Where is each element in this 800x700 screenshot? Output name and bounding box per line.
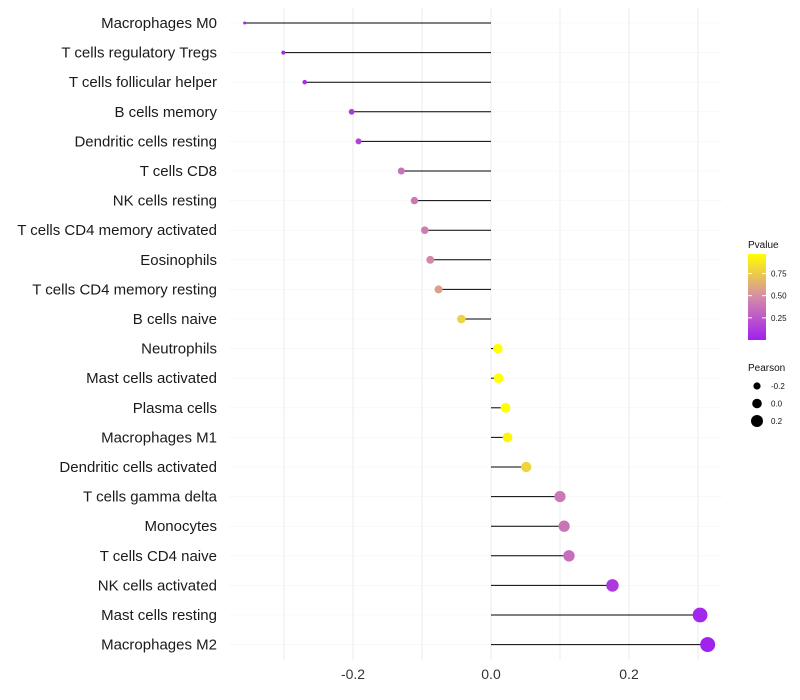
pvalue-colorbar	[748, 254, 766, 340]
legend: Pvalue 0.75 0.50 0.25 Pearson -0.2 0.0 0.2	[748, 240, 787, 427]
lollipop-dot	[692, 607, 708, 623]
category-label: B cells memory	[114, 104, 217, 121]
lollipop-dot	[700, 637, 716, 653]
category-label: Plasma cells	[133, 400, 217, 417]
lollipop-dot	[420, 226, 429, 235]
category-label: T cells gamma delta	[83, 489, 218, 506]
category-label: Monocytes	[144, 518, 217, 535]
category-label: Dendritic cells activated	[59, 459, 217, 476]
lollipop-dot	[521, 461, 532, 473]
lollipop-dot	[563, 550, 575, 562]
lollipop-dot	[243, 21, 247, 25]
x-tick-label: 0.2	[619, 666, 639, 682]
lollipop-dot	[502, 432, 513, 443]
grid-lines	[229, 8, 722, 660]
category-label: Macrophages M2	[101, 637, 217, 654]
category-label: T cells CD4 memory resting	[32, 281, 217, 298]
pearson-legend-keys: -0.2 0.0 0.2	[751, 382, 785, 427]
pearson-key-dot	[753, 382, 761, 390]
lollipop-dot	[558, 520, 570, 532]
lollipop-dot	[410, 196, 419, 205]
category-label: Macrophages M0	[101, 15, 217, 32]
category-label: T cells CD4 memory activated	[17, 222, 217, 239]
category-axis-labels: Macrophages M0 T cells regulatory Tregs T …	[17, 15, 217, 654]
category-label: Mast cells activated	[86, 370, 217, 387]
lollipop-dots	[243, 21, 716, 653]
pvalue-break-label: 0.50	[771, 292, 787, 301]
pvalue-legend-title: Pvalue	[748, 240, 779, 251]
lollipop-dot	[493, 373, 504, 383]
pvalue-break-label: 0.75	[771, 270, 787, 279]
lollipop-dot	[397, 167, 405, 175]
category-label: T cells CD4 naive	[100, 548, 217, 565]
category-label: Dendritic cells resting	[74, 133, 217, 150]
pearson-key-dot	[751, 415, 763, 427]
category-label: Neutrophils	[141, 341, 217, 358]
pearson-key-dot	[752, 398, 762, 409]
category-label: NK cells activated	[98, 577, 217, 594]
x-tick-label: -0.2	[341, 666, 365, 682]
lollipop-dot	[606, 579, 619, 592]
lollipop-dot	[500, 402, 511, 413]
category-label: B cells naive	[133, 311, 217, 328]
lollipop-dot	[302, 79, 307, 85]
lollipop-stems	[244, 22, 708, 646]
lollipop-dot	[348, 108, 355, 115]
category-label: Eosinophils	[140, 252, 217, 269]
pearson-legend-title: Pearson	[748, 363, 785, 374]
pearson-key-label: 0.2	[771, 417, 783, 426]
category-label: NK cells resting	[113, 193, 217, 210]
category-label: Macrophages M1	[101, 429, 217, 446]
pearson-key-label: 0.0	[771, 400, 783, 409]
lollipop-dot	[426, 255, 435, 264]
lollipop-dot	[457, 314, 466, 324]
lollipop-dot	[554, 491, 566, 503]
category-label: T cells regulatory Tregs	[61, 45, 217, 62]
pvalue-legend-breaks: 0.75 0.50 0.25	[748, 270, 787, 323]
category-label: T cells follicular helper	[69, 74, 217, 91]
x-tick-label: 0.0	[481, 666, 501, 682]
category-label: Mast cells resting	[101, 607, 217, 624]
lollipop-dot	[434, 285, 443, 294]
lollipop-dot	[355, 138, 362, 145]
pvalue-break-label: 0.25	[771, 314, 787, 323]
lollipop-dot	[281, 50, 286, 55]
lollipop-dot	[493, 343, 503, 354]
category-label: T cells CD8	[140, 163, 217, 180]
x-axis-tick-labels: -0.2 0.0 0.2	[341, 666, 639, 682]
pearson-key-label: -0.2	[771, 382, 785, 391]
